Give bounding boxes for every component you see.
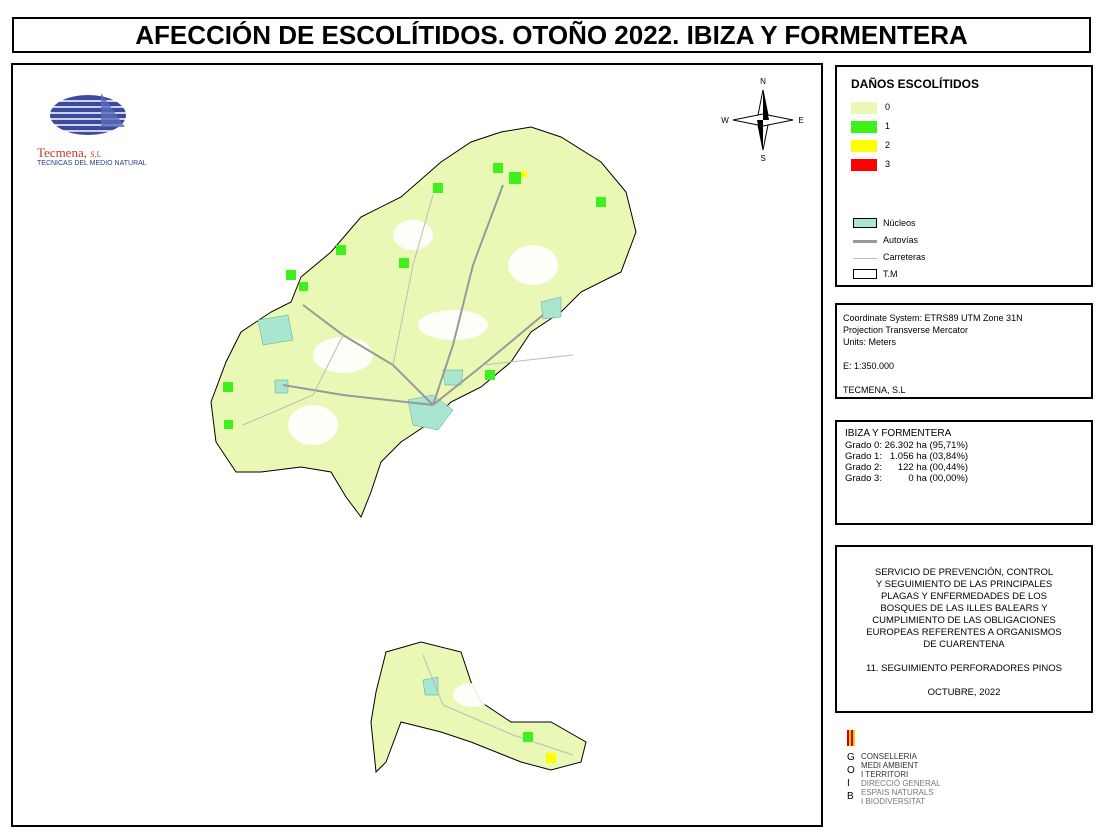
agency-line: CONSELLERIA — [861, 752, 918, 761]
non-forest — [288, 220, 558, 707]
agency-letter: G — [847, 752, 855, 763]
layer-symbol — [853, 269, 877, 279]
compass-w: W — [721, 116, 729, 125]
agency-flag — [847, 730, 855, 746]
formentera-island — [370, 641, 587, 774]
legend-label: 0 — [885, 102, 891, 112]
info-line: Units: Meters — [843, 337, 897, 347]
agency-line: DIRECCIÓ GENERAL — [861, 779, 941, 788]
project-line: OCTUBRE, 2022 — [927, 687, 1001, 698]
layer-label: T.M — [883, 269, 898, 279]
stats-row: Grado 1: 1.056 ha (03,84%) — [845, 451, 969, 462]
legend-title: DAÑOS ESCOLÍTIDOS — [851, 77, 980, 91]
project-box: SERVICIO DE PREVENCIÓN, CONTROL Y SEGUIMI… — [835, 545, 1093, 713]
map: N S E W — [48, 77, 804, 774]
legend-label: 1 — [885, 121, 891, 131]
legend-label: 3 — [885, 159, 891, 169]
compass: N S E W — [721, 77, 803, 163]
layer-symbol — [853, 258, 877, 259]
logo-subtitle: TECNICAS DEL MEDIO NATURAL — [37, 160, 147, 167]
layer-symbol — [853, 218, 877, 228]
layer-label: Autovías — [883, 235, 919, 245]
agency-line: MEDI AMBIENT — [861, 761, 919, 770]
logo-name: Tecmena, S.L — [37, 145, 102, 161]
stats-box: IBIZA Y FORMENTERA Grado 0: 26.302 ha (9… — [835, 420, 1093, 525]
agency-logo: G O I B CONSELLERIA MEDI AMBIENT I TERRITORI DI… — [845, 730, 941, 806]
stats-row: Grado 2: 122 ha (00,44%) — [845, 462, 969, 473]
logo-mark — [48, 93, 128, 135]
agency-line: I TERRITORI — [861, 770, 909, 779]
agency-line: I BIODIVERSITAT — [861, 797, 926, 806]
agency-letter: O — [847, 765, 855, 776]
compass-e: E — [798, 116, 803, 125]
project-line: DE CUARENTENA — [923, 639, 1005, 650]
info-box: Coordinate System: ETRS89 UTM Zone 31N Pr… — [835, 303, 1093, 399]
layer-label: Carreteras — [883, 252, 926, 262]
project-line: BOSQUES DE LAS ILLES BALEARS Y — [880, 603, 1048, 614]
legend-swatch — [851, 159, 877, 171]
compass-n: N — [760, 77, 766, 86]
layer-label: Núcleos — [883, 218, 916, 228]
grade-1-patches — [223, 163, 606, 742]
legend-label: 2 — [885, 140, 891, 150]
info-line: Projection Transverse Mercator — [843, 325, 969, 335]
stats-row: Grado 0: 26.302 ha (95,71%) — [845, 440, 969, 451]
logo-name-text: Tecmena, — [37, 145, 87, 160]
agency-letter: I — [847, 778, 850, 789]
legend-swatch — [851, 140, 877, 152]
agency-letter: B — [847, 791, 854, 802]
legend: DAÑOS ESCOLÍTIDOS 0 1 2 3 Núcleos Autovías Ca… — [835, 65, 1093, 287]
project-line: PLAGAS Y ENFERMEDADES DE LOS — [881, 591, 1047, 602]
project-line: Y SEGUIMIENTO DE LAS PRINCIPALES — [875, 579, 1053, 590]
stats-rows: Grado 0: 26.302 ha (95,71%) Grado 1: 1.05… — [845, 440, 1083, 484]
project-line: SERVICIO DE PREVENCIÓN, CONTROL — [874, 567, 1054, 578]
map-frame: N S E W Tecmena, S.L TECNICAS DEL MEDIO … — [11, 63, 823, 827]
project-line: EUROPEAS REFERENTES A ORGANISMOS — [866, 627, 1062, 638]
title: AFECCIÓN DE ESCOLÍTIDOS. OTOÑO 2022. IBI… — [135, 20, 968, 50]
legend-swatch — [851, 121, 877, 133]
stats-row: Grado 3: 0 ha (00,00%) — [845, 473, 969, 484]
agency-line: ESPAIS NATURALS — [861, 788, 934, 797]
carreteras — [242, 194, 574, 756]
title-box: AFECCIÓN DE ESCOLÍTIDOS. OTOÑO 2022. IBI… — [12, 17, 1091, 53]
grade-2-patches — [521, 171, 556, 763]
compass-s: S — [760, 154, 765, 163]
info-line: Coordinate System: ETRS89 UTM Zone 31N — [843, 313, 1023, 323]
project-line: 11. SEGUIMIENTO PERFORADORES PINOS — [865, 663, 1063, 674]
info-line: E: 1:350.000 — [843, 361, 895, 371]
layer-symbol — [853, 240, 877, 243]
info-line: TECMENA, S.L — [843, 385, 906, 395]
logo-suffix: S.L — [90, 150, 102, 159]
legend-swatch — [851, 102, 877, 114]
stats-title: IBIZA Y FORMENTERA — [845, 428, 952, 439]
autovias — [282, 184, 544, 406]
project-line: CUMPLIMIENTO DE LAS OBLIGACIONES — [872, 615, 1056, 626]
